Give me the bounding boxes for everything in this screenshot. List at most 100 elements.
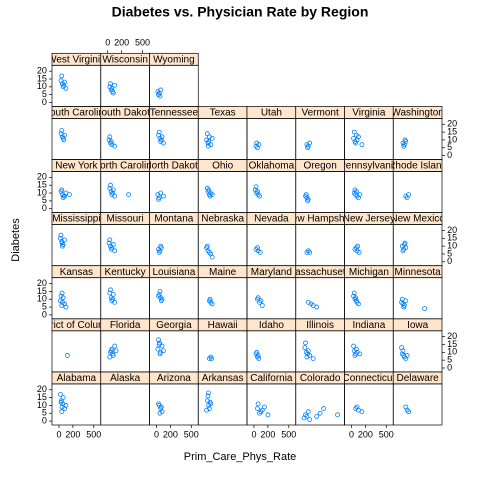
point: [59, 398, 64, 404]
point: [352, 353, 358, 358]
point: [321, 406, 327, 411]
point: [310, 356, 316, 361]
x-tick-label: 0: [105, 38, 110, 48]
panel: California: [246, 371, 297, 426]
panel: Kansas: [51, 265, 102, 320]
point: [351, 343, 356, 349]
x-tick-label: 200: [114, 38, 129, 48]
point: [209, 254, 215, 260]
point: [112, 248, 118, 254]
point: [351, 129, 357, 135]
point: [63, 304, 69, 310]
panel: Oklahoma: [246, 159, 297, 213]
point: [155, 346, 161, 352]
point: [112, 82, 118, 88]
strip-label: North Carolina: [93, 161, 158, 172]
point: [107, 134, 113, 140]
panel-frame: [197, 383, 248, 426]
point: [108, 139, 114, 144]
point: [307, 140, 313, 146]
point: [259, 303, 265, 308]
y-tick-label: 5: [447, 355, 452, 365]
panel: Montana: [149, 212, 199, 267]
point: [255, 353, 261, 358]
point: [158, 298, 164, 304]
y-tick-label: 10: [447, 134, 457, 144]
panel: Arizona: [149, 371, 199, 426]
strip-label: Alaska: [110, 373, 140, 384]
point: [157, 340, 162, 346]
point: [58, 293, 64, 299]
point: [62, 79, 67, 85]
panel-frame: [392, 118, 443, 160]
point: [353, 346, 359, 352]
panel-frame: [295, 330, 345, 373]
panel: Alaska: [100, 371, 150, 426]
strip-label: Virginia: [352, 108, 386, 119]
point: [107, 237, 113, 243]
point: [305, 409, 311, 415]
panel: New Mexico: [390, 212, 445, 267]
strip-label: Mississippi: [52, 214, 100, 225]
point: [161, 140, 166, 146]
panel-frame: [51, 383, 102, 426]
strip-label: New Mexico: [390, 214, 445, 225]
point: [60, 243, 65, 249]
strip-label: New Hampshire: [285, 214, 357, 225]
point: [399, 345, 405, 351]
panel: West Virginia: [47, 52, 106, 107]
y-tick-label: 0: [447, 256, 452, 266]
strip-label: Kentucky: [105, 267, 146, 278]
x-tick-label: 500: [379, 429, 394, 439]
panel-frame: [246, 277, 297, 320]
y-tick-label: 15: [37, 73, 47, 83]
strip-label: Delaware: [397, 373, 440, 384]
y-tick-label: 15: [37, 286, 47, 296]
y-tick-label: 15: [447, 339, 457, 349]
strip-label: Iowa: [407, 320, 429, 331]
panel-frame: [246, 118, 297, 160]
point: [257, 193, 262, 199]
strip-label: Louisiana: [152, 267, 195, 278]
strip-label: Wisconsin: [102, 54, 148, 65]
y-tick-label: 20: [447, 119, 457, 129]
y-tick-label: 0: [42, 415, 47, 425]
point: [62, 193, 67, 199]
point: [59, 128, 65, 133]
point: [403, 298, 409, 304]
panel: North Dakota: [149, 159, 199, 213]
point: [207, 296, 213, 302]
panel: Indiana: [344, 318, 394, 373]
strip-label: Montana: [154, 214, 193, 225]
strip-label: West Virginia: [47, 54, 106, 65]
point: [62, 132, 67, 138]
point: [314, 413, 320, 419]
point: [156, 293, 161, 299]
panel: Alabama: [51, 371, 102, 426]
point: [401, 143, 407, 149]
x-tick-label: 500: [86, 429, 101, 439]
strip-label: New Jersey: [343, 214, 395, 225]
panel-frame: [392, 224, 443, 267]
point: [112, 193, 118, 199]
panel: Florida: [100, 318, 150, 373]
panel-frame: [295, 383, 345, 426]
point: [307, 417, 313, 422]
x-tick-label: 0: [251, 429, 256, 439]
point: [259, 407, 265, 413]
strip-label: Pennsylvania: [339, 161, 399, 172]
point: [359, 142, 365, 148]
point: [156, 129, 162, 135]
point: [406, 409, 411, 415]
panel: Massachusetts: [295, 265, 345, 320]
x-tick-label: 200: [65, 429, 80, 439]
panel: Kentucky: [100, 265, 150, 320]
y-tick-label: 20: [447, 225, 457, 235]
x-tick-label: 200: [358, 429, 373, 439]
point: [209, 135, 215, 141]
point: [353, 189, 359, 194]
panel-frame: [344, 171, 394, 213]
y-tick-label: 20: [37, 278, 47, 288]
panel: Ohio: [197, 159, 248, 213]
